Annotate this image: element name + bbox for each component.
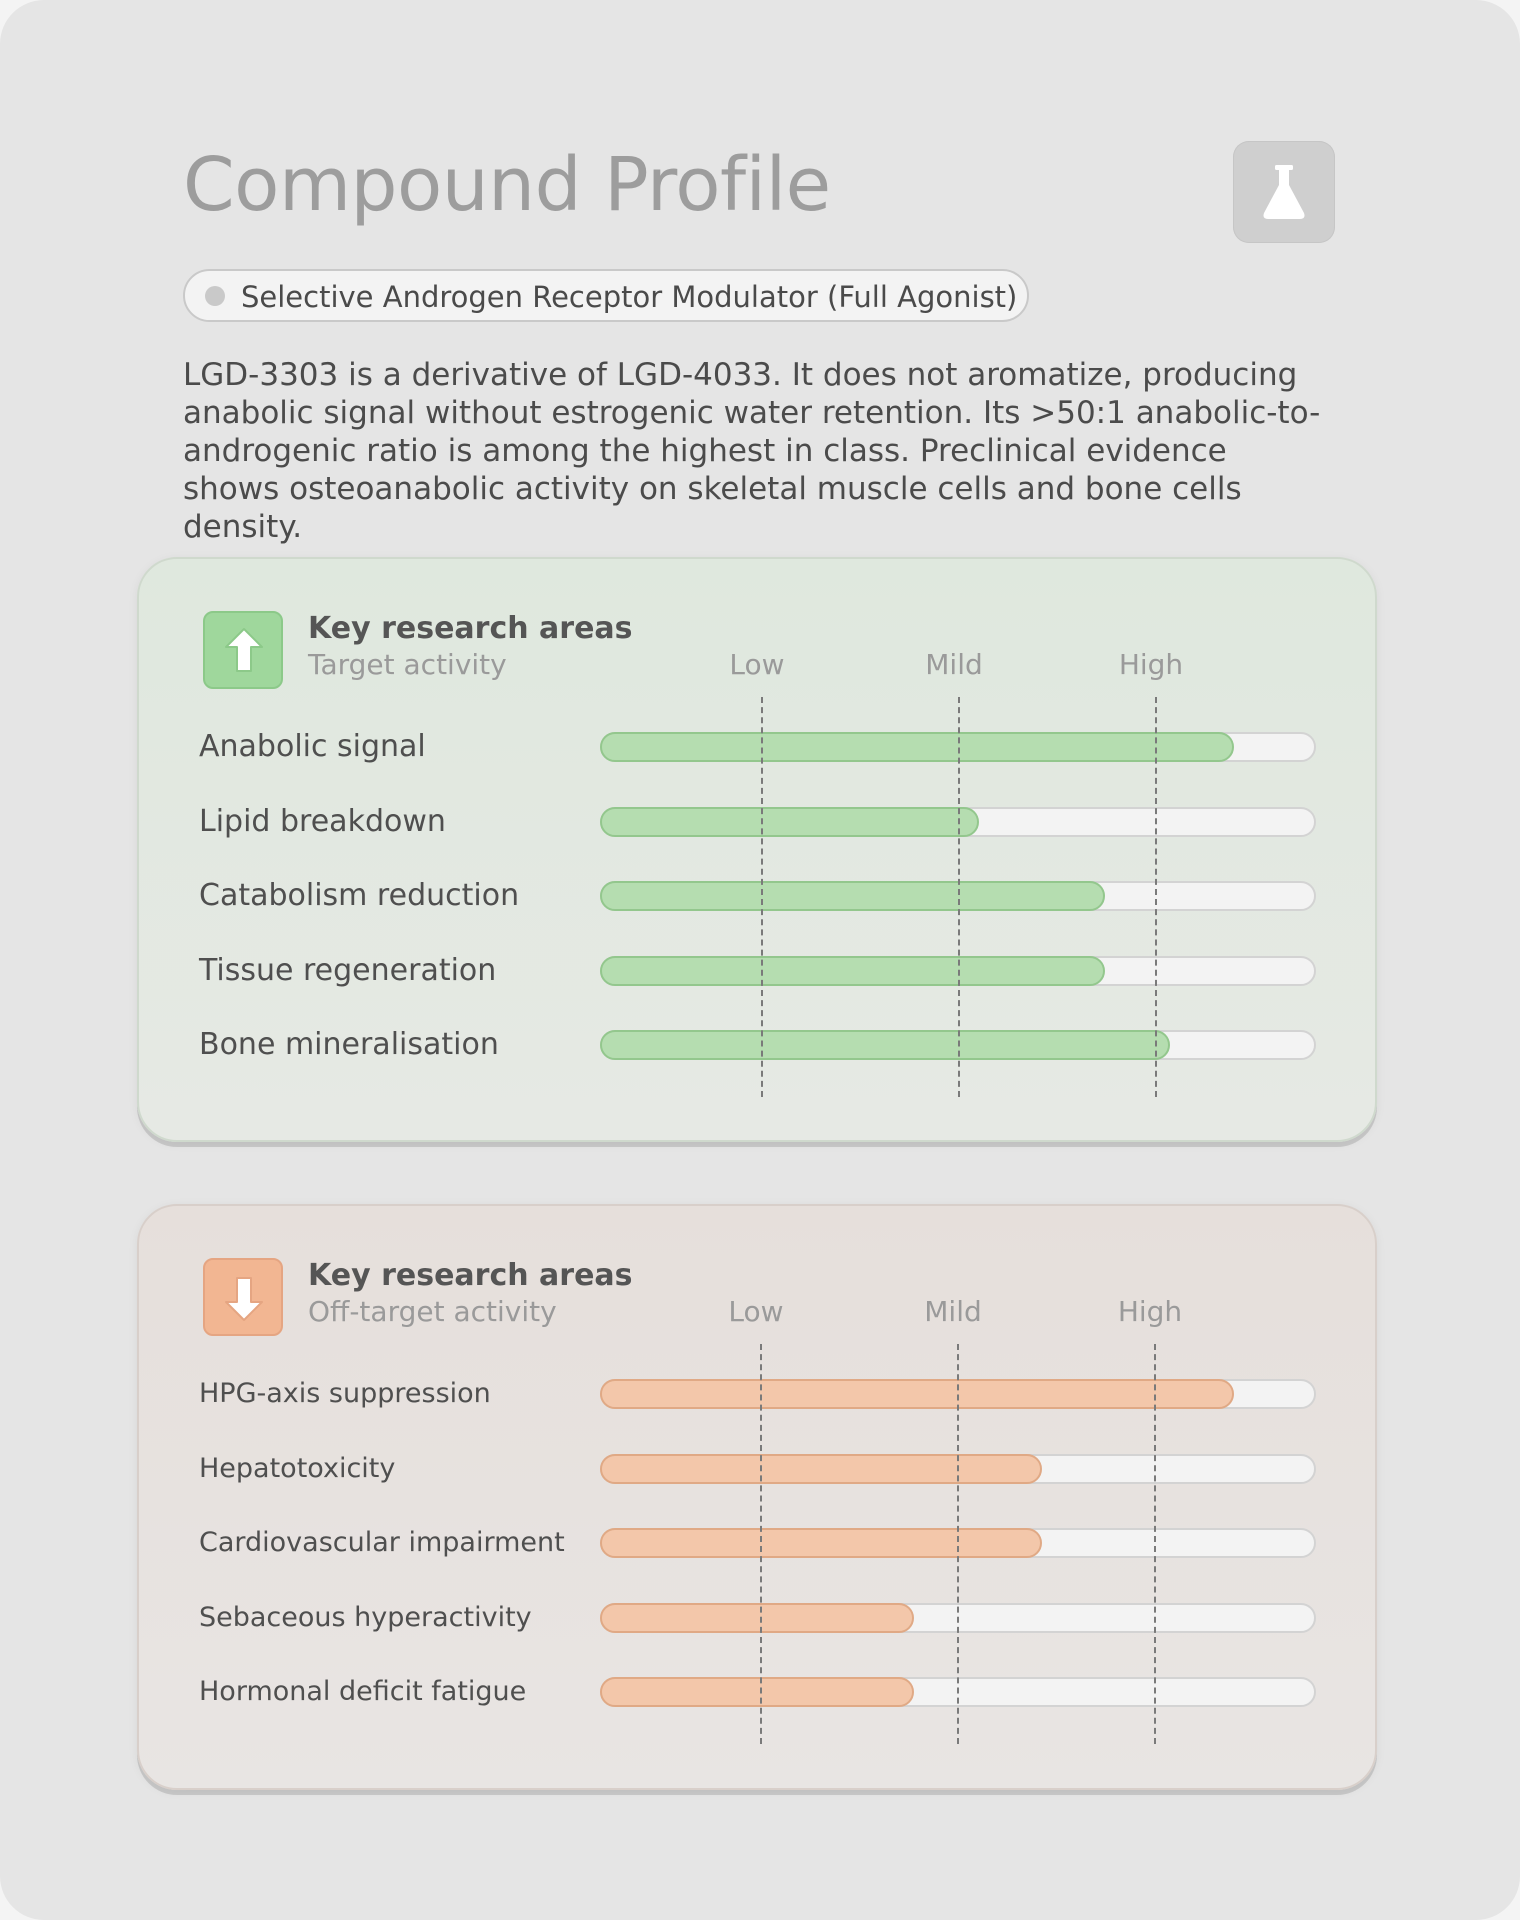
bar-track <box>600 881 1316 911</box>
scale-label-high: High <box>1117 1295 1183 1328</box>
bar-row: Hormonal deficit fatigue <box>139 1674 1375 1710</box>
panel-subtitle: Target activity <box>308 648 507 681</box>
gridline-low <box>760 1344 762 1744</box>
bar-label: HPG-axis suppression <box>199 1378 491 1409</box>
arrow-up-icon <box>225 628 263 672</box>
bar-fill <box>600 1602 914 1633</box>
arrow-down-icon <box>225 1277 263 1321</box>
arrow-down-badge <box>203 1258 283 1336</box>
bar-fill <box>600 1030 1170 1060</box>
bar-label: Hormonal deficit fatigue <box>199 1676 527 1707</box>
bar-label: Bone mineralisation <box>199 1027 499 1062</box>
scale-label-high: High <box>1118 648 1184 681</box>
bar-row: Anabolic signal <box>139 729 1375 765</box>
panel-title: Key research areas <box>308 611 633 646</box>
page-title: Compound Profile <box>183 142 831 228</box>
bar-fill <box>600 1677 914 1707</box>
scale-label-low: Low <box>729 648 785 681</box>
scale-label-mild: Mild <box>925 648 983 681</box>
status-dot <box>205 286 225 306</box>
gridline-high <box>1154 1344 1156 1744</box>
bar-fill <box>600 1453 1042 1484</box>
arrow-up-badge <box>203 611 283 689</box>
gridline-mild <box>958 697 960 1097</box>
panel-subtitle: Off-target activity <box>308 1295 557 1328</box>
category-badge: Selective Androgen Receptor Modulator (F… <box>183 269 1029 322</box>
bar-label: Tissue regeneration <box>199 952 497 988</box>
bar-label: Sebaceous hyperactivity <box>199 1601 532 1633</box>
target-activity-panel: Key research areas Target activity Low M… <box>137 557 1377 1142</box>
scale-label-mild: Mild <box>924 1295 982 1328</box>
bar-fill <box>600 1379 1234 1409</box>
bar-label: Lipid breakdown <box>199 803 446 839</box>
bar-label: Anabolic signal <box>199 729 426 764</box>
gridline-low <box>761 697 763 1097</box>
bar-row: HPG-axis suppression <box>139 1376 1375 1412</box>
bar-row: Cardiovascular impairment <box>139 1525 1375 1561</box>
bar-label: Cardiovascular impairment <box>199 1527 565 1558</box>
compound-description: LGD-3303 is a derivative of LGD-4033. It… <box>183 357 1321 545</box>
bar-fill <box>600 881 1105 911</box>
category-label: Selective Androgen Receptor Modulator (F… <box>241 280 1018 314</box>
bar-fill <box>600 955 1105 986</box>
bar-label: Catabolism reduction <box>199 878 520 913</box>
offtarget-activity-panel: Key research areas Off-target activity L… <box>137 1204 1377 1790</box>
bar-row: Lipid breakdown <box>139 804 1375 840</box>
bar-fill <box>600 732 1234 762</box>
bar-row: Catabolism reduction <box>139 878 1375 914</box>
bar-fill <box>600 1528 1042 1558</box>
scale-label-low: Low <box>728 1295 784 1328</box>
gridline-mild <box>957 1344 959 1744</box>
bar-row: Tissue regeneration <box>139 953 1375 989</box>
bar-label: Hepatotoxicity <box>199 1452 396 1484</box>
bar-row: Sebaceous hyperactivity <box>139 1600 1375 1636</box>
flask-icon <box>1263 165 1305 219</box>
panel-title: Key research areas <box>308 1258 633 1293</box>
bar-fill <box>600 806 979 837</box>
bar-row: Hepatotoxicity <box>139 1451 1375 1487</box>
gridline-high <box>1155 697 1157 1097</box>
bar-row: Bone mineralisation <box>139 1027 1375 1063</box>
flask-icon-button[interactable] <box>1233 141 1335 243</box>
